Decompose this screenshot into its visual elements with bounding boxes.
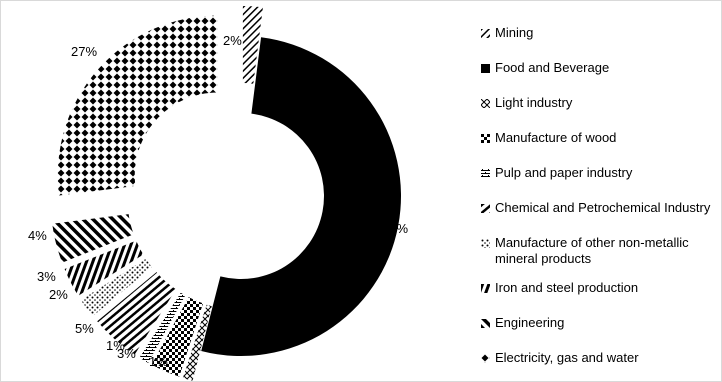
legend-label: Iron and steel production — [495, 280, 639, 295]
data-label: 4% — [28, 228, 47, 243]
legend-label: Pulp and paper industry — [495, 165, 633, 180]
data-label: 52% — [382, 221, 408, 236]
legend-item: Light industry — [481, 95, 572, 111]
donut-slice-manufacture-of-wood — [151, 297, 204, 377]
donut-slice-engineering — [52, 214, 134, 263]
data-label: 3% — [117, 346, 136, 361]
data-label: 3% — [37, 269, 56, 284]
legend-item: Food and Beverage — [481, 60, 609, 76]
legend-label: Light industry — [495, 95, 573, 110]
legend-swatch — [481, 29, 490, 38]
legend-swatch — [481, 169, 490, 178]
data-label: 5% — [75, 321, 94, 336]
legend-item: Engineering — [481, 315, 564, 331]
donut-slice-manufacture-of-other-non-metallic-mineral-products — [80, 258, 152, 317]
legend-item: Chemical and Petrochemical Industry — [481, 200, 710, 216]
data-label: 1% — [106, 338, 125, 353]
legend-label: Engineering — [495, 315, 565, 330]
donut-slice-pulp-and-paper-industry — [139, 292, 186, 363]
legend-item: Pulp and paper industry — [481, 165, 632, 181]
legend-item: Manufacture of other non-metallic minera… — [481, 235, 722, 267]
legend-swatch — [481, 319, 490, 328]
donut-slice-chemical-and-petrochemical-industry — [97, 272, 177, 355]
legend-swatch — [481, 64, 490, 73]
data-label: 27% — [71, 44, 97, 59]
donut-slice-iron-and-steel-production — [64, 240, 144, 296]
legend-item: Mining — [481, 25, 533, 41]
legend-swatch — [481, 99, 490, 108]
data-label: 2% — [223, 33, 242, 48]
legend-label: Food and Beverage — [495, 60, 610, 75]
legend-swatch — [481, 284, 490, 293]
legend-item: Manufacture of wood — [481, 130, 616, 146]
legend-swatch — [481, 354, 490, 363]
legend-label: Electricity, gas and water — [495, 350, 639, 365]
data-label: 1% — [149, 354, 168, 369]
legend-label: Manufacture of wood — [495, 130, 617, 145]
donut-chart: 2%52%1%3%1%5%2%3%4%27% — [28, 6, 408, 381]
legend-label: Chemical and Petrochemical Industry — [495, 200, 711, 215]
legend-swatch — [481, 239, 490, 248]
donut-slice-light-industry — [182, 304, 212, 381]
legend-label: Manufacture of other non-metallic minera… — [495, 235, 689, 266]
legend-swatch — [481, 204, 490, 213]
legend-swatch — [481, 134, 490, 143]
legend-item: Electricity, gas and water — [481, 350, 639, 366]
donut-slice-electricity-gas-and-water — [57, 15, 218, 196]
donut-slice-food-and-beverage — [201, 37, 402, 356]
legend-item: Iron and steel production — [481, 280, 638, 296]
donut-slice-mining — [242, 6, 263, 84]
data-label: 2% — [49, 287, 68, 302]
legend-label: Mining — [495, 25, 534, 40]
